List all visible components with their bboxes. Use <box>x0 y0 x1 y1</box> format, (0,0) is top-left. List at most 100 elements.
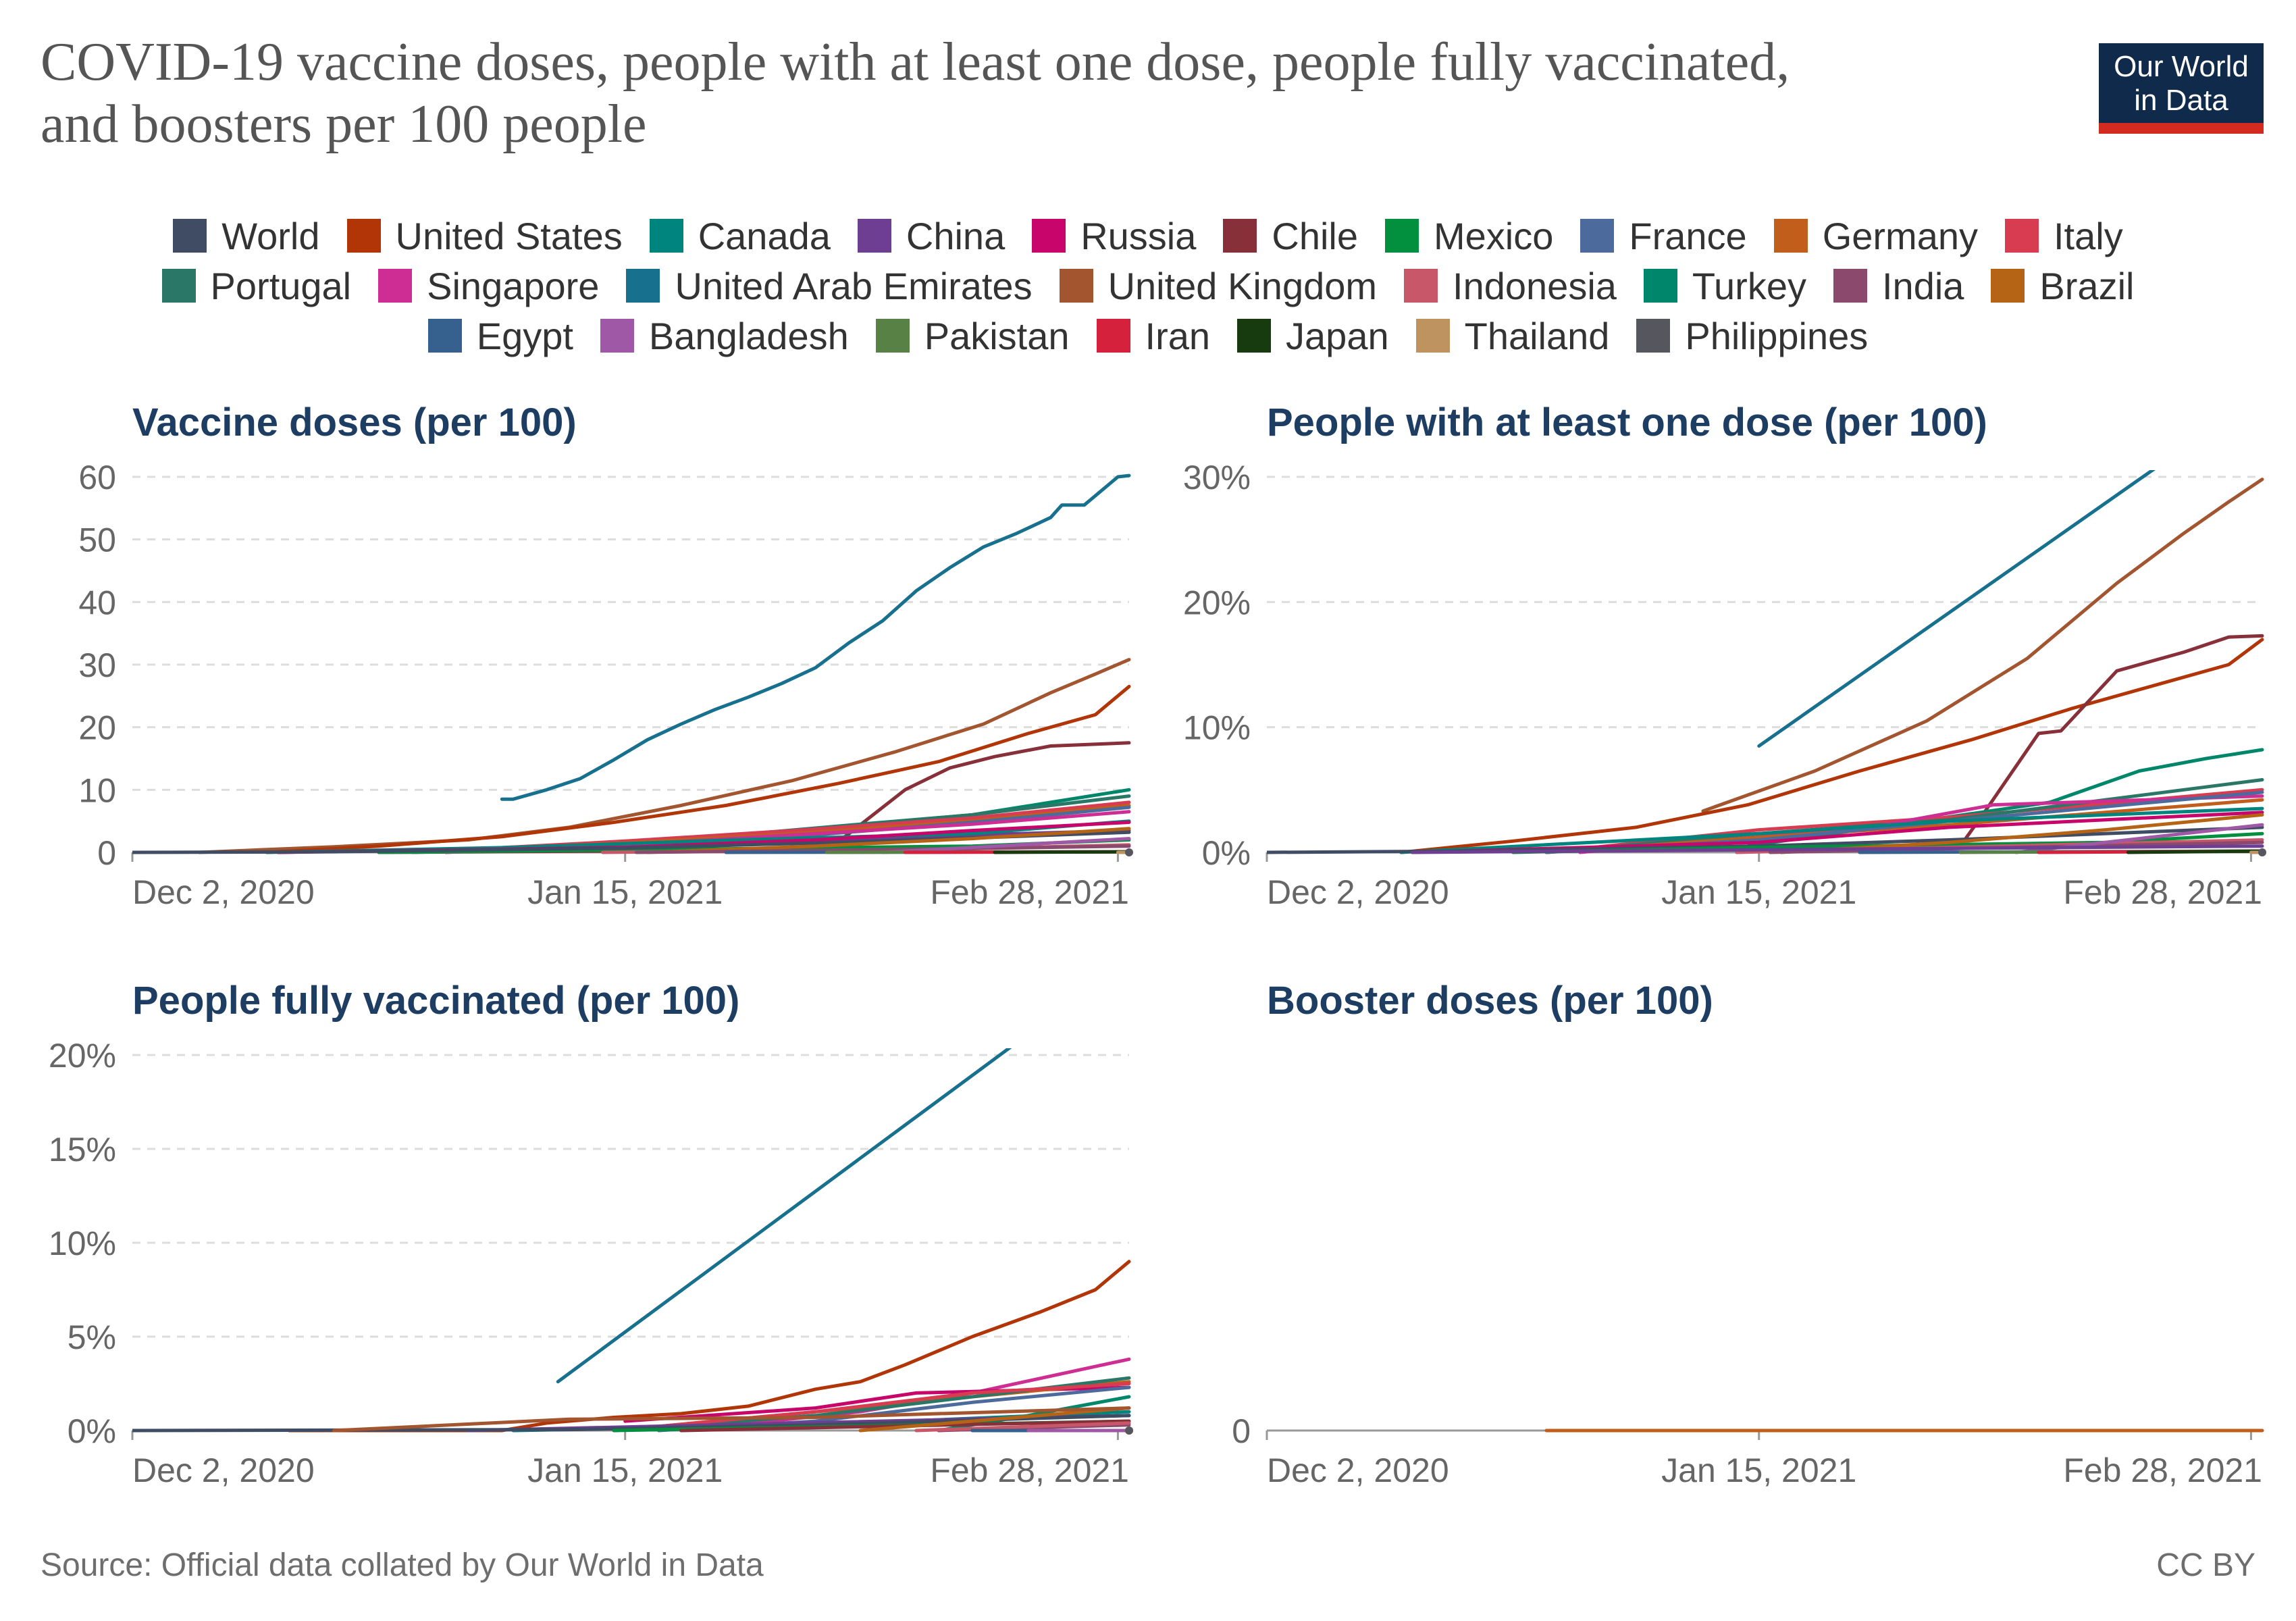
legend-label: United States <box>395 214 623 257</box>
legend-item[interactable]: Indonesia <box>1404 264 1617 308</box>
legend-label: Brazil <box>2039 264 2135 307</box>
legend-swatch <box>1991 269 2025 303</box>
legend-swatch <box>427 319 462 353</box>
legend-label: United Kingdom <box>1107 264 1378 307</box>
legend-label: Pakistan <box>924 314 1070 357</box>
series-line <box>500 473 1131 801</box>
legend-swatch <box>1580 219 1615 253</box>
legend-item[interactable]: United Kingdom <box>1059 264 1378 308</box>
owid-logo[interactable]: Our World in Data <box>2099 43 2264 134</box>
legend-item[interactable]: Germany <box>1773 214 1978 258</box>
series-point <box>1125 1426 1133 1435</box>
legend-item[interactable]: United Arab Emirates <box>626 264 1033 308</box>
y-tick-label: 20 <box>78 709 116 747</box>
y-tick-label: 20% <box>49 1037 116 1075</box>
legend-label: Italy <box>2054 214 2123 257</box>
series-line <box>646 827 1131 854</box>
legend-item[interactable]: United States <box>346 214 623 258</box>
series-line <box>858 1406 1131 1433</box>
legend-swatch <box>1833 269 1867 303</box>
legend-swatch <box>2005 219 2039 253</box>
x-tick-label: Dec 2, 2020 <box>132 1451 315 1489</box>
legend-item[interactable]: Italy <box>2005 214 2123 258</box>
legend-item[interactable]: China <box>857 214 1006 258</box>
y-tick-label: 15% <box>49 1131 116 1168</box>
legend-label: World <box>221 214 320 257</box>
legend-row: Portugal Singapore United Arab Emirates Uni… <box>0 261 2296 311</box>
panel-title-fully: People fully vaccinated (per 100) <box>132 979 740 1023</box>
series-line <box>2126 849 2264 854</box>
x-tick-label: Jan 15, 2021 <box>527 1451 723 1489</box>
series-line <box>1410 844 2264 854</box>
series-point <box>1125 848 1133 856</box>
legend-label: Indonesia <box>1453 264 1617 307</box>
legend-item[interactable]: World <box>173 214 320 258</box>
x-tick-label: Dec 2, 2020 <box>1267 1451 1449 1489</box>
legend-item[interactable]: Pakistan <box>875 314 1070 358</box>
y-tick-label: 40 <box>78 584 116 621</box>
legend-item[interactable]: Bangladesh <box>600 314 849 358</box>
legend-label: Turkey <box>1692 264 1806 307</box>
legend-swatch <box>626 269 660 303</box>
legend-label: Japan <box>1286 314 1389 357</box>
legend-label: Thailand <box>1464 314 1610 357</box>
legend-row: World United States Canada China Russia Chile… <box>0 211 2296 261</box>
x-tick-label: Dec 2, 2020 <box>132 873 315 911</box>
series-line <box>1958 634 2264 848</box>
legend-item[interactable]: Egypt <box>427 314 573 358</box>
series-line <box>332 1406 1131 1433</box>
x-tick-label: Feb 28, 2021 <box>2063 1451 2262 1489</box>
legend-label: Chile <box>1272 214 1359 257</box>
legend-item[interactable]: Russia <box>1032 214 1196 258</box>
legend-item[interactable]: France <box>1580 214 1747 258</box>
legend-item[interactable]: Canada <box>649 214 831 258</box>
legend-item[interactable]: Singapore <box>378 264 599 308</box>
chart-title: COVID-19 vaccine doses, people with at l… <box>41 32 1790 154</box>
x-tick-label: Jan 15, 2021 <box>1661 873 1856 911</box>
legend-label: Egypt <box>476 314 573 357</box>
y-tick-label: 10% <box>49 1225 116 1262</box>
y-tick-label: 60 <box>78 459 116 496</box>
series-line <box>1544 788 2264 854</box>
series-line <box>556 1048 1012 1384</box>
legend-swatch <box>1404 269 1438 303</box>
legend-swatch <box>1096 319 1130 353</box>
series-line <box>881 837 1131 854</box>
source-note: Source: Official data collated by Our Wo… <box>41 1547 764 1583</box>
legend-item[interactable]: Chile <box>1223 214 1358 258</box>
series-line <box>914 1421 1131 1433</box>
legend-swatch <box>1223 219 1257 253</box>
legend-swatch <box>1773 219 1808 253</box>
y-tick-label: 0 <box>1232 1412 1251 1450</box>
y-tick-label: 10% <box>1183 709 1251 747</box>
legend-item[interactable]: Philippines <box>1636 314 1868 358</box>
legend-item[interactable]: Mexico <box>1385 214 1553 258</box>
x-tick-label: Jan 15, 2021 <box>527 873 723 911</box>
y-tick-label: 10 <box>78 771 116 809</box>
legend-swatch <box>857 219 891 253</box>
legend-item[interactable]: Iran <box>1096 314 1210 358</box>
y-tick-label: 50 <box>78 521 116 559</box>
legend-swatch <box>1032 219 1066 253</box>
legend-row: Egypt Bangladesh Pakistan Iran Japan Thailand… <box>0 311 2296 361</box>
legend-label: Portugal <box>210 264 352 307</box>
legend-label: Germany <box>1822 214 1978 257</box>
legend-swatch <box>1237 319 1272 353</box>
legend-label: Mexico <box>1434 214 1554 257</box>
legend-item[interactable]: India <box>1833 264 1964 308</box>
legend-label: China <box>906 214 1006 257</box>
license-link[interactable]: CC BY <box>2156 1547 2255 1583</box>
y-tick-label: 30% <box>1183 459 1251 496</box>
legend-item[interactable]: Portugal <box>161 264 352 308</box>
legend-swatch <box>173 219 207 253</box>
logo-line-2: in Data <box>2134 84 2228 117</box>
legend-item[interactable]: Turkey <box>1643 264 1806 308</box>
legend-item[interactable]: Japan <box>1237 314 1389 358</box>
legend-item[interactable]: Brazil <box>1991 264 2134 308</box>
legend-item[interactable]: Thailand <box>1415 314 1610 358</box>
y-tick-label: 30 <box>78 646 116 684</box>
legend-swatch <box>600 319 634 353</box>
series-line <box>1399 638 2264 854</box>
series-line <box>1410 810 2264 854</box>
x-tick-label: Feb 28, 2021 <box>930 873 1129 911</box>
